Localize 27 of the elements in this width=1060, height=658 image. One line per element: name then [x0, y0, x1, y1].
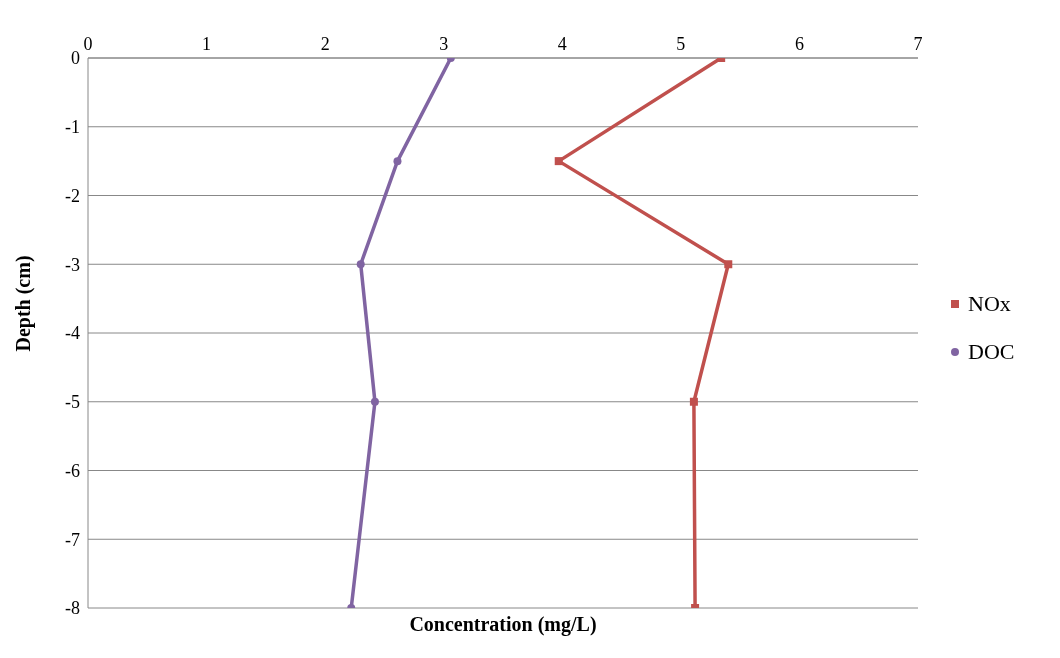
y-tick-label: -5 [65, 392, 80, 413]
y-tick-label: -1 [65, 117, 80, 138]
x-tick-label: 5 [676, 34, 686, 54]
y-tick-label: -2 [65, 185, 80, 206]
x-tick-label: 7 [913, 34, 923, 54]
x-tick-label: 1 [202, 34, 212, 54]
point [724, 260, 733, 269]
y-tick-label: -7 [65, 529, 80, 550]
x-tick-label: 6 [794, 34, 804, 54]
x-tick-label: 2 [320, 34, 330, 54]
x-axis-title: Concentration (mg/L) [408, 613, 598, 636]
point [370, 397, 379, 406]
point [554, 157, 563, 166]
y-tick-label: -6 [65, 460, 80, 481]
y-tick-label: -4 [65, 323, 80, 344]
x-tick-label: 3 [439, 34, 449, 54]
point [393, 157, 402, 166]
y-tick-label: -8 [65, 598, 80, 619]
x-tick-label: 4 [557, 34, 567, 54]
point [356, 260, 365, 269]
y-axis-title: Depth (cm) [11, 254, 35, 352]
y-tick-label: -3 [65, 254, 80, 275]
legend-label: NOx [968, 291, 1011, 317]
legend-label: DOC [968, 339, 1015, 365]
x-tick-label: 0 [83, 34, 93, 54]
y-tick-label: 0 [71, 48, 80, 69]
point [689, 397, 698, 406]
